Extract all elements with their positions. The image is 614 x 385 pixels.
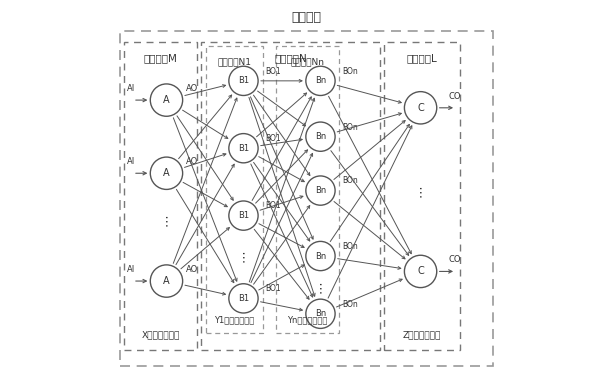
Text: 中间模块N: 中间模块N: [274, 53, 307, 63]
Text: BOn: BOn: [342, 176, 358, 186]
Text: Bn: Bn: [315, 76, 326, 85]
Text: Bn: Bn: [315, 132, 326, 141]
Text: Yn个中间神经元: Yn个中间神经元: [287, 315, 328, 324]
Circle shape: [150, 84, 182, 116]
Text: AO: AO: [186, 265, 198, 274]
Text: AI: AI: [127, 265, 135, 274]
Text: CO: CO: [448, 255, 460, 264]
Text: 中间模块N1: 中间模块N1: [217, 57, 252, 66]
Text: 输入模块M: 输入模块M: [144, 53, 177, 63]
Text: X个输入神经元: X个输入神经元: [141, 330, 180, 340]
Text: BO1: BO1: [265, 67, 281, 76]
Text: ⋯: ⋯: [237, 250, 250, 262]
Text: CO: CO: [448, 92, 460, 101]
Text: BOn: BOn: [342, 122, 358, 132]
Text: C: C: [417, 266, 424, 276]
Text: BOn: BOn: [342, 300, 358, 309]
Circle shape: [306, 299, 335, 328]
Circle shape: [229, 134, 258, 163]
Text: 神经网络: 神经网络: [292, 11, 322, 24]
Circle shape: [150, 157, 182, 189]
Circle shape: [306, 66, 335, 95]
Text: Bn: Bn: [315, 251, 326, 261]
Text: Z个输出神经元: Z个输出神经元: [403, 330, 441, 340]
Circle shape: [405, 255, 437, 288]
Text: AO: AO: [186, 157, 198, 166]
Text: Bn: Bn: [315, 309, 326, 318]
Text: ⋯: ⋯: [414, 184, 427, 197]
Text: BO1: BO1: [265, 201, 281, 211]
Text: Bn: Bn: [315, 186, 326, 195]
Text: C: C: [417, 103, 424, 113]
Text: Y1个中间神经元: Y1个中间神经元: [214, 315, 255, 324]
Circle shape: [405, 92, 437, 124]
Text: B1: B1: [238, 211, 249, 220]
Circle shape: [306, 176, 335, 205]
Text: BO1: BO1: [265, 134, 281, 143]
Circle shape: [306, 241, 335, 271]
Text: BOn: BOn: [342, 67, 358, 76]
Text: BO1: BO1: [265, 284, 281, 293]
Circle shape: [229, 284, 258, 313]
Circle shape: [229, 201, 258, 230]
Text: 中间模块Nn: 中间模块Nn: [290, 57, 325, 66]
Text: AI: AI: [127, 84, 135, 93]
Circle shape: [306, 122, 335, 151]
Text: B1: B1: [238, 76, 249, 85]
Text: ⋯: ⋯: [314, 281, 327, 293]
Text: A: A: [163, 95, 170, 105]
Text: AI: AI: [127, 157, 135, 166]
Text: B1: B1: [238, 144, 249, 153]
Text: 输出模块L: 输出模块L: [406, 53, 438, 63]
Circle shape: [150, 265, 182, 297]
Text: BOn: BOn: [342, 242, 358, 251]
Circle shape: [229, 66, 258, 95]
Text: A: A: [163, 168, 170, 178]
Text: A: A: [163, 276, 170, 286]
Text: AO: AO: [186, 84, 198, 93]
Text: B1: B1: [238, 294, 249, 303]
Text: ⋯: ⋯: [160, 213, 173, 226]
